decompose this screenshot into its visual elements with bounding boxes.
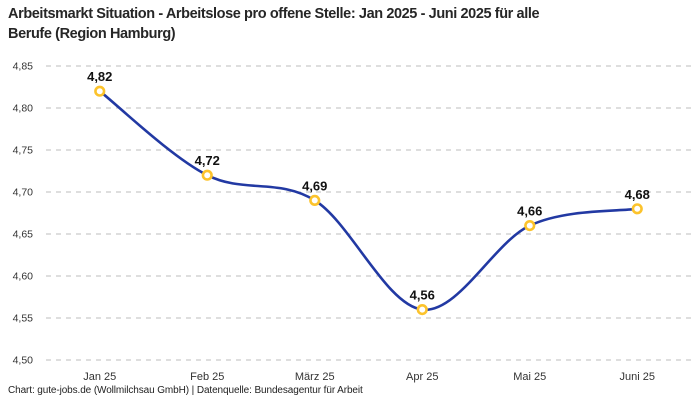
- x-tick-label: Feb 25: [190, 371, 224, 383]
- data-point-label: 4,68: [625, 187, 650, 202]
- chart-title: Arbeitsmarkt Situation - Arbeitslose pro…: [8, 4, 688, 44]
- data-point-marker: [631, 203, 643, 215]
- series-line: [98, 89, 639, 311]
- data-point-marker: [309, 194, 321, 206]
- x-tick-label: Jan 25: [83, 371, 116, 383]
- x-tick-label: März 25: [295, 371, 335, 383]
- y-tick-label: 4,70: [13, 187, 34, 199]
- y-tick-label: 4,75: [13, 145, 34, 157]
- data-point-marker: [416, 304, 428, 316]
- y-tick-label: 4,55: [13, 313, 34, 325]
- data-point-label: 4,56: [410, 288, 435, 303]
- data-point-marker: [94, 85, 106, 97]
- data-point-label: 4,82: [87, 69, 112, 84]
- x-tick-label: Apr 25: [406, 371, 438, 383]
- chart-title-line2: Berufe (Region Hamburg): [8, 26, 176, 42]
- x-tick-label: Juni 25: [620, 371, 655, 383]
- y-tick-label: 4,50: [13, 355, 34, 367]
- y-tick-label: 4,80: [13, 103, 34, 115]
- data-point-label: 4,72: [195, 153, 220, 168]
- y-tick-label: 4,85: [13, 61, 34, 73]
- y-tick-label: 4,60: [13, 271, 34, 283]
- data-point-label: 4,69: [302, 178, 327, 193]
- data-point-label: 4,66: [517, 204, 542, 219]
- y-tick-label: 4,65: [13, 229, 34, 241]
- data-point-marker: [524, 220, 536, 232]
- chart-footer: Chart: gute-jobs.de (Wollmilchsau GmbH) …: [8, 385, 363, 396]
- x-tick-label: Mai 25: [513, 371, 546, 383]
- chart-title-line1: Arbeitsmarkt Situation - Arbeitslose pro…: [8, 6, 540, 22]
- data-point-marker: [201, 169, 213, 181]
